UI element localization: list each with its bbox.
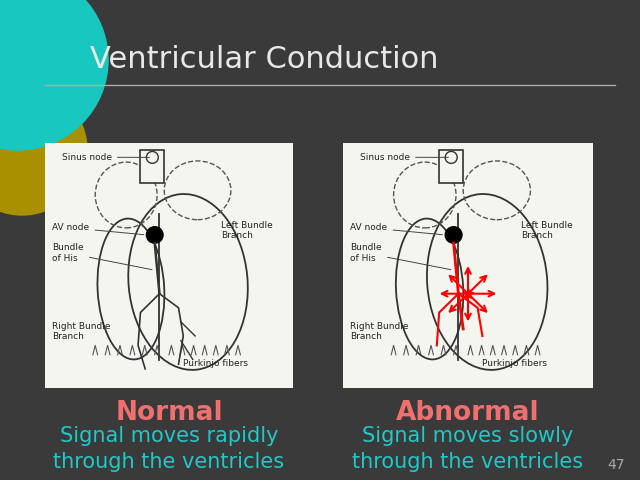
Text: Left Bundle
Branch: Left Bundle Branch bbox=[221, 220, 273, 240]
Text: Sinus node: Sinus node bbox=[62, 153, 150, 162]
Text: Sinus node: Sinus node bbox=[360, 153, 449, 162]
Text: Normal: Normal bbox=[115, 400, 223, 426]
Bar bbox=[343, 143, 593, 388]
Ellipse shape bbox=[147, 227, 163, 243]
Text: AV node: AV node bbox=[351, 223, 442, 235]
Text: Right Bundle
Branch: Right Bundle Branch bbox=[52, 322, 111, 341]
Text: Abnormal: Abnormal bbox=[396, 400, 540, 426]
Text: Signal moves slowly
through the ventricles: Signal moves slowly through the ventricl… bbox=[353, 426, 584, 472]
Text: Purkinjo fibers: Purkinjo fibers bbox=[183, 360, 248, 369]
Text: AV node: AV node bbox=[52, 223, 143, 235]
Text: Bundle
of His: Bundle of His bbox=[351, 243, 451, 270]
Bar bbox=[140, 150, 164, 183]
Text: Right Bundle
Branch: Right Bundle Branch bbox=[351, 322, 409, 341]
Text: Signal moves rapidly
through the ventricles: Signal moves rapidly through the ventric… bbox=[53, 426, 285, 472]
Text: 47: 47 bbox=[607, 458, 625, 472]
Circle shape bbox=[0, 85, 87, 215]
Ellipse shape bbox=[445, 227, 462, 243]
Circle shape bbox=[0, 0, 108, 150]
Text: Purkinjo fibers: Purkinjo fibers bbox=[483, 360, 547, 369]
Text: Ventricular Conduction: Ventricular Conduction bbox=[90, 46, 438, 74]
Bar bbox=[439, 150, 463, 183]
Bar bbox=[45, 143, 293, 388]
Text: Left Bundle
Branch: Left Bundle Branch bbox=[521, 220, 573, 240]
Text: Bundle
of His: Bundle of His bbox=[52, 243, 152, 270]
